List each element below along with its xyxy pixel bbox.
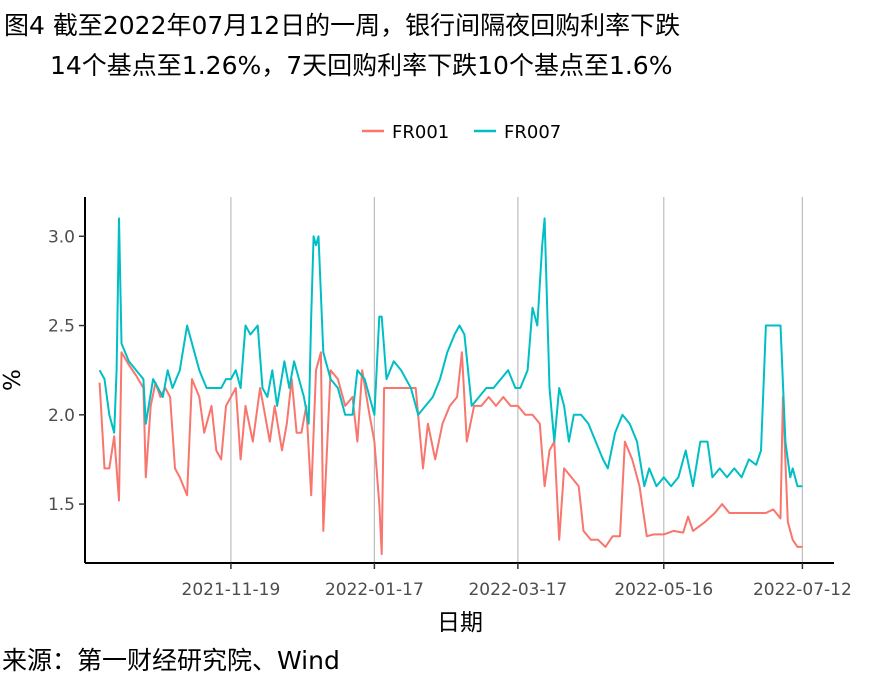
legend-label-fr007: FR007 <box>504 122 561 143</box>
legend-label-fr001: FR001 <box>392 122 449 143</box>
y-tick-label: 2.5 <box>48 317 75 337</box>
gridlines <box>230 197 803 563</box>
series-line-fr001 <box>98 351 803 556</box>
y-axis-title: % <box>0 369 26 391</box>
chart-title-line2: 14个基点至1.26%，7天回购利率下跌10个基点至1.6% <box>50 51 673 80</box>
source-note: 来源：第一财经研究院、Wind <box>2 646 340 675</box>
x-tick-label: 2022-01-17 <box>325 580 424 600</box>
x-tick-label: 2021-11-19 <box>182 580 281 600</box>
y-tick-label: 3.0 <box>48 227 75 247</box>
series-lines <box>98 217 803 556</box>
legend: FR001 FR007 <box>362 122 561 143</box>
x-tick-label: 2022-03-17 <box>468 580 567 600</box>
x-axis-title: 日期 <box>437 610 483 636</box>
x-axis-ticks: 2021-11-19 2022-01-17 2022-03-17 2022-05-16… <box>182 563 852 600</box>
series-line-fr007 <box>98 217 803 488</box>
x-tick-label: 2022-07-12 <box>753 580 852 600</box>
x-tick-label: 2022-05-16 <box>614 580 713 600</box>
chart-title-line1: 图4 截至2022年07月12日的一周，银行间隔夜回购利率下跌 <box>4 11 681 40</box>
y-tick-label: 1.5 <box>48 495 75 515</box>
y-tick-label: 2.0 <box>48 406 75 426</box>
y-axis-ticks: 1.5 2.0 2.5 3.0 <box>48 227 85 515</box>
